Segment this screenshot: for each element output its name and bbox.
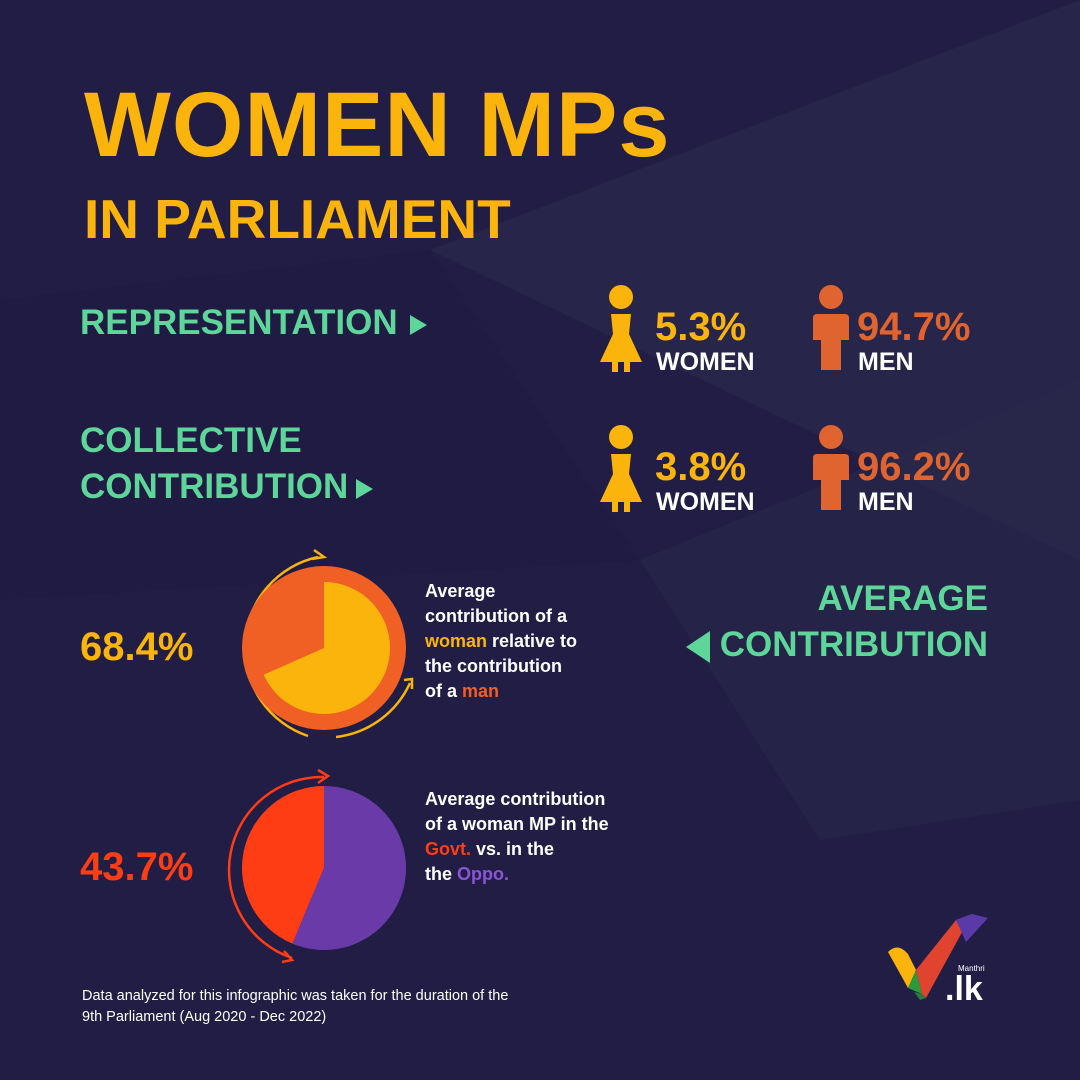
collective-men-value: 96.2%: [857, 445, 971, 489]
page-subtitle: IN PARLIAMENT: [84, 188, 511, 250]
manthri-logo-icon: [888, 914, 988, 1000]
page-title: WOMEN MPs: [84, 74, 671, 176]
pie1-value: 68.4%: [80, 625, 194, 669]
man-icon: [813, 425, 849, 510]
pie1-description: Average contribution of a woman relative…: [425, 579, 625, 704]
collective-women-value: 3.8%: [655, 445, 747, 489]
representation-men-label: MEN: [858, 348, 914, 376]
pie2-desc-line3: Govt. vs. in the: [425, 837, 645, 862]
average-label-line1: AVERAGE: [817, 579, 989, 618]
triangle-right-icon: [356, 478, 374, 499]
woman-icon: [600, 285, 642, 372]
pie1-desc-line5: of a man: [425, 679, 625, 704]
pie1-desc-line3-rest: relative to: [487, 631, 578, 651]
pie2-slice-govt: [242, 786, 324, 944]
pie1-desc-line5-pre: of a: [425, 681, 463, 701]
triangle-right-icon: [409, 314, 427, 335]
collective-label-line1: COLLECTIVE: [80, 421, 302, 460]
collective-label-line2: CONTRIBUTION: [80, 464, 374, 509]
triangle-left-icon: [685, 630, 710, 663]
pie2-chart: [227, 768, 406, 964]
pie2-slice-oppo: [292, 786, 406, 950]
pie1-desc-man: man: [462, 681, 500, 701]
pie2-description: Average contribution of a woman MP in th…: [425, 787, 645, 887]
logo-small-text: Manthri: [958, 964, 985, 973]
pie2-desc-oppo: Oppo.: [457, 864, 510, 884]
pie2-desc-line4-pre: the: [425, 864, 458, 884]
representation-women-value: 5.3%: [655, 305, 747, 349]
arrow-icon: [403, 677, 414, 689]
pie1-slice-man: [258, 582, 324, 675]
pie1-slice-woman: [263, 582, 390, 714]
pie1-desc-line1: Average: [425, 581, 496, 601]
pie2-value: 43.7%: [80, 845, 194, 889]
arrow-icon: [311, 548, 328, 561]
pie1-desc-line3: woman relative to: [425, 629, 625, 654]
footnote-line2: 9th Parliament (Aug 2020 - Dec 2022): [82, 1009, 327, 1025]
average-label-line2-text: CONTRIBUTION: [719, 625, 988, 664]
pie2-desc-line1: Average contribution: [425, 789, 606, 809]
pie2-desc-govt: Govt.: [425, 839, 472, 859]
representation-men-value: 94.7%: [857, 305, 971, 349]
pie1-desc-line4: the contribution: [425, 656, 562, 676]
representation-label-text: REPRESENTATION: [80, 303, 398, 342]
woman-icon: [600, 425, 642, 512]
pie1-desc-line2: contribution of a: [425, 606, 567, 626]
pie2-desc-line4: the Oppo.: [425, 862, 645, 887]
pie2-desc-line3-rest: vs. in the: [471, 839, 555, 859]
representation-women-label: WOMEN: [656, 348, 755, 376]
pie1-chart: [242, 548, 414, 739]
footnote: Data analyzed for this infographic was t…: [82, 986, 642, 1028]
arrow-icon: [317, 768, 331, 785]
pie2-desc-line2: of a woman MP in the: [425, 814, 609, 834]
logo-text: .lk: [945, 970, 983, 1008]
collective-label-line2-text: CONTRIBUTION: [80, 467, 349, 506]
pie1-desc-woman: woman: [425, 631, 488, 651]
collective-men-label: MEN: [858, 488, 914, 516]
footnote-line1: Data analyzed for this infographic was t…: [82, 988, 509, 1004]
pie2-arc: [227, 775, 325, 960]
arrow-icon: [281, 950, 295, 964]
pie1-arc-right: [335, 682, 412, 739]
man-icon: [813, 285, 849, 370]
representation-label: REPRESENTATION: [80, 300, 427, 345]
collective-women-label: WOMEN: [656, 488, 755, 516]
average-label-line2: CONTRIBUTION: [685, 622, 988, 667]
